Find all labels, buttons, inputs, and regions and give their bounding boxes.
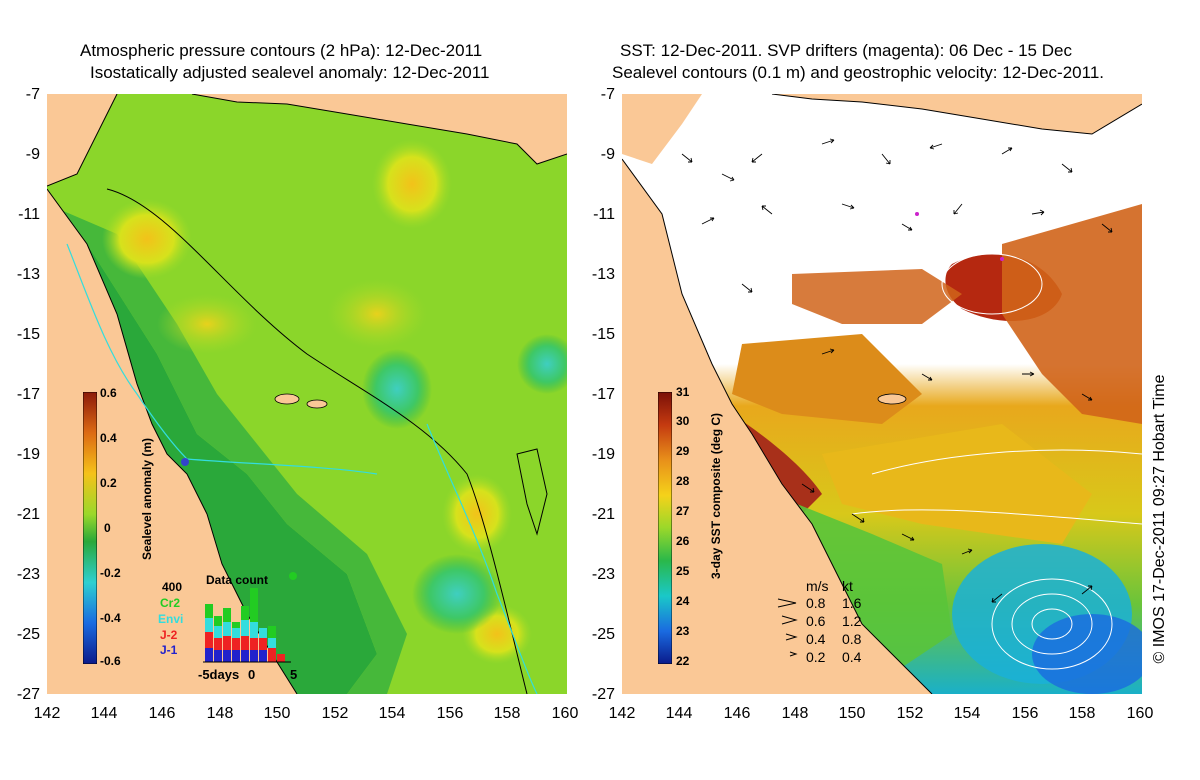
sst-colorbar-label: 3-day SST composite (deg C) [709,412,723,579]
left-x-tick: 158 [493,705,521,722]
velocity-legend-row-kt: 1.6 [842,595,862,611]
right-y-tick: -11 [593,206,615,223]
left-x-tick: 142 [33,705,61,722]
sealevel-cb-tick: 0.4 [100,431,117,445]
right-y-tick: -27 [591,686,615,703]
sealevel-cb-tick: 0 [104,521,111,535]
data-count-x-right: 5 [290,667,298,682]
left-x-tick: 152 [321,705,349,722]
velocity-legend-row-kt: 0.4 [842,649,862,665]
velocity-legend-row-ms: 0.2 [806,649,826,665]
velocity-legend-row-ms: 0.4 [806,631,826,647]
right-x-tick: 154 [953,705,981,722]
data-count-legend-j1: J-1 [160,643,178,657]
right-x-tick: 146 [723,705,751,722]
right-y-tick: -21 [591,506,615,523]
right-x-tick: 150 [838,705,866,722]
right-x-tick: 156 [1011,705,1039,722]
right-x-tick: 160 [1126,705,1154,722]
sst-colorbar [658,392,672,664]
left-y-tick: -9 [25,146,40,163]
sst-cb-tick: 31 [676,385,690,399]
left-y-tick: -19 [16,446,40,463]
sealevel-cb-tick: -0.6 [100,654,121,668]
sealevel-colorbar [83,392,97,664]
left-y-tick: -13 [16,266,40,283]
left-x-tick: 144 [90,705,118,722]
right-x-tick: 148 [781,705,809,722]
right-y-tick: -19 [591,446,615,463]
left-x-tick: 148 [206,705,234,722]
right-y-tick: -7 [600,86,615,103]
right-title-line1: SST: 12-Dec-2011. SVP drifters (magenta)… [620,41,1072,60]
left-y-tick: -7 [25,86,40,103]
right-y-tick: -25 [591,626,615,643]
left-x-tick: 154 [378,705,406,722]
data-count-x-mid: 0 [248,667,256,682]
left-y-tick: -25 [16,626,40,643]
sst-cb-tick: 29 [676,444,690,458]
left-x-tick: 156 [436,705,464,722]
sealevel-colorbar-label: Sealevel anomaly (m) [140,437,154,561]
data-count-max: 400 [162,580,183,594]
left-y-tick: -11 [18,206,40,223]
left-x-tick: 146 [148,705,176,722]
right-y-tick: -15 [591,326,615,343]
left-y-tick: -23 [16,566,40,583]
left-x-tick: 150 [263,705,291,722]
sealevel-cb-tick: 0.2 [100,476,117,490]
left-y-tick: -15 [16,326,40,343]
velocity-legend-arrows [777,598,798,657]
sst-cb-tick: 25 [676,564,690,578]
data-count-bars [203,588,291,663]
sst-cb-tick: 24 [676,594,690,608]
right-x-tick: 158 [1068,705,1096,722]
data-count-legend-cr2: Cr2 [160,596,181,610]
sst-cb-tick: 28 [676,474,690,488]
data-count-legend-envi: Envi [158,612,184,626]
right-x-tick: 144 [665,705,693,722]
left-x-tick: 160 [551,705,579,722]
left-title-line1: Atmospheric pressure contours (2 hPa): 1… [80,41,483,60]
data-count-title: Data count [206,573,269,587]
right-x-tick: 152 [896,705,924,722]
right-y-tick: -13 [591,266,615,283]
velocity-legend-ms-header: m/s [806,578,829,594]
right-map [622,94,1142,694]
sst-cb-tick: 26 [676,534,690,548]
copyright-timestamp: © IMOS 17-Dec-2011 09:27 Hobart Time [1151,374,1168,664]
sst-cb-tick: 23 [676,624,690,638]
velocity-legend-row-ms: 0.6 [806,613,826,629]
velocity-legend-row-ms: 0.8 [806,595,826,611]
data-count-x-left: -5days [198,667,240,682]
left-y-tick: -27 [16,686,40,703]
right-y-tick: -17 [591,386,615,403]
left-y-tick: -21 [16,506,40,523]
right-title-line2: Sealevel contours (0.1 m) and geostrophi… [612,63,1104,82]
right-y-tick: -9 [600,146,615,163]
data-count-legend-j2: J-2 [160,628,178,642]
sealevel-cb-tick: 0.6 [100,386,117,400]
left-title-line2: Isostatically adjusted sealevel anomaly:… [90,63,490,82]
velocity-legend-kt-header: kt [842,578,853,594]
right-x-tick: 142 [608,705,636,722]
sst-cb-tick: 30 [676,414,690,428]
sst-cb-tick: 27 [676,504,690,518]
left-y-tick: -17 [16,386,40,403]
left-map [47,94,567,694]
right-y-tick: -23 [591,566,615,583]
velocity-legend-row-kt: 0.8 [842,631,862,647]
sealevel-cb-tick: -0.4 [100,611,121,625]
sst-cb-tick: 22 [676,654,690,668]
velocity-legend-row-kt: 1.2 [842,613,862,629]
sealevel-cb-tick: -0.2 [100,566,121,580]
